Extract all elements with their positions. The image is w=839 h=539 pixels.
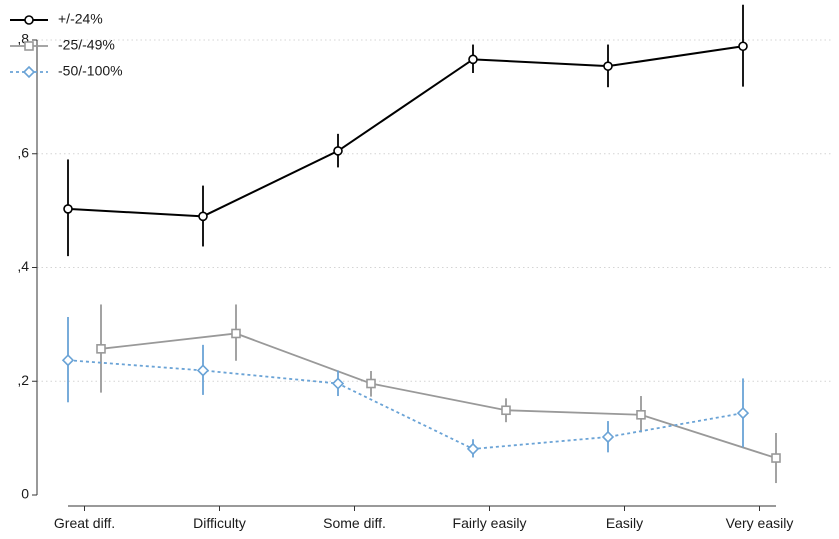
data-point-square [636,410,646,420]
data-point-square [501,405,511,416]
y-tick-label: ,2 [17,372,29,388]
axes: 0 ,2 ,4 ,6 ,8 Great diff. Difficulty Some diff.… [17,31,793,531]
y-tick-label: ,6 [17,144,29,160]
data-point-diamond [331,377,345,390]
data-point-circle [63,204,73,214]
x-tick-label: Some diff. [323,515,386,531]
legend-item: -25/-49% [10,37,115,53]
data-point-square [771,453,781,463]
legend-item: +/-24% [10,11,103,27]
data-point-circle [738,41,748,52]
data-point-circle [603,61,613,71]
series-layer [61,4,781,484]
legend-label: -25/-49% [58,37,115,53]
gridlines [37,39,832,382]
data-point-diamond [61,354,75,367]
data-point-diamond [601,430,615,444]
data-point-square [96,344,106,354]
data-point-diamond [466,442,480,456]
series-0 [63,4,748,257]
y-tick-label: ,8 [17,31,29,47]
series-2 [61,316,750,458]
legend-label: +/-24% [58,11,103,27]
data-point-square [24,41,34,51]
data-point-circle [333,146,343,156]
x-tick-label: Very easily [726,515,794,531]
legend-label: -50/-100% [58,63,123,79]
data-point-square [231,328,241,339]
y-tick-label: ,4 [17,258,29,274]
x-tick-label: Great diff. [54,515,115,531]
y-tick-label: 0 [21,486,29,502]
data-point-square [366,378,376,389]
x-tick-label: Fairly easily [453,515,527,531]
data-point-diamond [22,65,36,79]
data-point-diamond [736,406,750,420]
data-point-circle [24,15,34,25]
legend: +/-24% -25/-49% -50/-100% [10,11,123,79]
data-point-circle [468,54,478,65]
legend-item: -50/-100% [10,63,123,79]
x-tick-label: Easily [606,515,643,531]
series-line [67,45,744,218]
data-point-circle [198,211,208,222]
series-1 [96,304,781,484]
data-point-diamond [196,364,210,377]
series-line [100,332,777,459]
x-tick-label: Difficulty [193,515,246,531]
